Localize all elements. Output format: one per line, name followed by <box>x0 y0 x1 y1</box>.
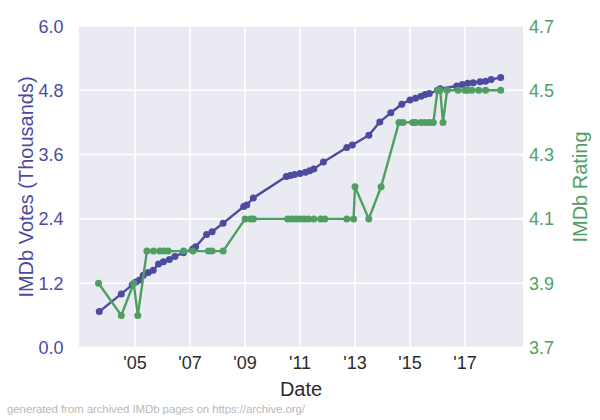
rating-point <box>430 119 437 126</box>
rating-point <box>343 215 350 222</box>
votes-point <box>250 195 257 202</box>
rating-point <box>143 248 150 255</box>
x-tick-label: '07 <box>178 353 201 373</box>
rating-point <box>134 312 141 319</box>
rating-point <box>352 183 359 190</box>
rating-point <box>150 248 157 255</box>
x-tick-label: '15 <box>398 353 421 373</box>
rating-point <box>95 280 102 287</box>
votes-point <box>96 308 103 315</box>
rating-point <box>455 87 462 94</box>
votes-point <box>497 74 504 81</box>
rating-point <box>378 183 385 190</box>
votes-point <box>209 228 216 235</box>
rating-point <box>365 215 372 222</box>
x-tick-label: '17 <box>453 353 476 373</box>
votes-point <box>365 132 372 139</box>
left-tick-label: 6.0 <box>38 17 63 37</box>
rating-point <box>468 87 475 94</box>
votes-point <box>160 258 167 265</box>
left-tick-label: 0.0 <box>38 338 63 358</box>
right-tick-label: 4.3 <box>529 145 554 165</box>
plot-area <box>79 26 523 348</box>
rating-point <box>444 87 451 94</box>
rating-point <box>209 248 216 255</box>
x-tick-label: '09 <box>233 353 256 373</box>
left-tick-label: 4.8 <box>38 81 63 101</box>
votes-point <box>488 76 495 83</box>
votes-point <box>398 101 405 108</box>
votes-point <box>310 166 317 173</box>
right-axis-title: IMDb Rating <box>569 131 592 242</box>
rating-point <box>400 119 407 126</box>
rating-point <box>310 215 317 222</box>
rating-point <box>118 312 125 319</box>
x-tick-label: '05 <box>123 353 146 373</box>
figure: 0.0 1.2 2.4 3.6 4.8 6.0 3.7 3.9 4.1 4.3 4.5 4.7 '05 '… <box>0 0 600 420</box>
votes-point <box>426 90 433 97</box>
rating-point <box>440 119 447 126</box>
votes-point <box>470 79 477 86</box>
x-tick-label: '11 <box>289 353 311 373</box>
left-tick-label: 3.6 <box>38 145 63 165</box>
left-tick-label: 2.4 <box>38 209 63 229</box>
votes-point <box>320 159 327 166</box>
rating-point <box>180 248 187 255</box>
rating-point <box>220 248 227 255</box>
left-tick-label: 1.2 <box>38 274 63 294</box>
rating-point <box>350 215 357 222</box>
chart-canvas: 0.0 1.2 2.4 3.6 4.8 6.0 3.7 3.9 4.1 4.3 4.5 4.7 '05 '… <box>0 0 600 420</box>
x-axis-title: Date <box>280 378 322 401</box>
right-tick-label: 4.5 <box>529 81 554 101</box>
right-tick-label: 3.7 <box>529 338 554 358</box>
rating-point <box>165 248 172 255</box>
votes-point <box>118 290 125 297</box>
attribution-note: generated from archived IMDb pages on ht… <box>7 403 305 415</box>
votes-point <box>243 202 250 209</box>
votes-point <box>171 253 178 260</box>
rating-point <box>437 87 444 94</box>
left-axis-title: IMDb Votes (Thousands) <box>15 76 38 297</box>
rating-point <box>497 87 504 94</box>
votes-point <box>349 142 356 149</box>
rating-point <box>475 87 482 94</box>
rating-point <box>130 280 137 287</box>
rating-point <box>321 215 328 222</box>
votes-point <box>220 220 227 227</box>
rating-point <box>189 248 196 255</box>
right-tick-label: 4.7 <box>529 17 554 37</box>
votes-point <box>150 267 157 274</box>
rating-point <box>482 87 489 94</box>
right-tick-label: 3.9 <box>529 274 554 294</box>
votes-point <box>387 109 394 116</box>
x-tick-label: '13 <box>343 353 366 373</box>
rating-point <box>250 215 257 222</box>
votes-point <box>376 118 383 125</box>
right-tick-label: 4.1 <box>529 209 554 229</box>
